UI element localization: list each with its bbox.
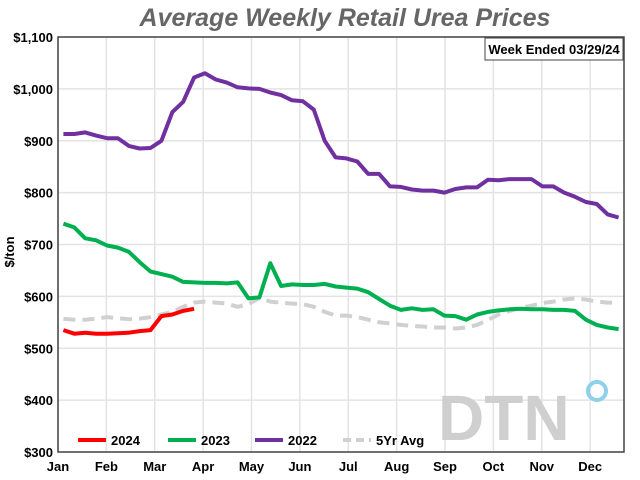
x-tick-label: Oct	[483, 459, 505, 474]
y-tick-label: $1,000	[13, 82, 53, 97]
series-line-2022	[63, 71, 620, 220]
x-tick-label: May	[239, 459, 265, 474]
y-tick-label: $900	[24, 134, 53, 149]
x-tick-label: Nov	[529, 459, 554, 474]
x-tick-label: Jul	[339, 459, 358, 474]
dtn-logo: DTN	[438, 380, 608, 454]
series-group	[62, 71, 620, 336]
series-line-2023	[62, 221, 619, 332]
x-tick-label: Feb	[95, 459, 118, 474]
y-tick-label: $400	[24, 393, 53, 408]
series-line-5yr-avg	[63, 295, 619, 331]
legend-label: 2023	[201, 433, 230, 448]
x-ticks: Jan Feb Mar Apr May Jun Jul Aug Sep Oct Nov Dec	[47, 459, 602, 474]
y-tick-label: $500	[24, 341, 53, 356]
x-tick-label: Aug	[384, 459, 409, 474]
svg-text:DTN: DTN	[438, 382, 570, 454]
y-tick-label: $300	[24, 445, 53, 460]
y-axis-label: $/ton	[2, 236, 17, 267]
legend: 2024 2023 2022 5Yr Avg	[78, 433, 424, 448]
annotation-box	[484, 37, 624, 61]
y-tick-label: $800	[24, 186, 53, 201]
y-ticks: $300 $400 $500 $600 $700 $800 $900 $1,000 $1,100	[13, 30, 53, 460]
x-tick-label: Dec	[578, 459, 602, 474]
x-tick-label: Jan	[47, 459, 69, 474]
legend-label: 2022	[288, 433, 317, 448]
x-tick-label: Apr	[192, 459, 214, 474]
grid	[57, 36, 624, 453]
y-tick-label: $1,100	[13, 30, 53, 45]
week-ended-annotation: Week Ended 03/29/24	[488, 42, 620, 57]
series-line-2024	[62, 306, 195, 336]
y-tick-label: $600	[24, 289, 53, 304]
x-tick-label: Sep	[433, 459, 457, 474]
x-tick-label: Jun	[288, 459, 311, 474]
chart-title: Average Weekly Retail Urea Prices	[139, 4, 551, 32]
y-tick-label: $700	[24, 238, 53, 253]
plot-frame	[57, 36, 625, 453]
legend-label: 5Yr Avg	[376, 433, 424, 448]
x-tick-label: Mar	[143, 459, 166, 474]
legend-label: 2024	[111, 433, 141, 448]
